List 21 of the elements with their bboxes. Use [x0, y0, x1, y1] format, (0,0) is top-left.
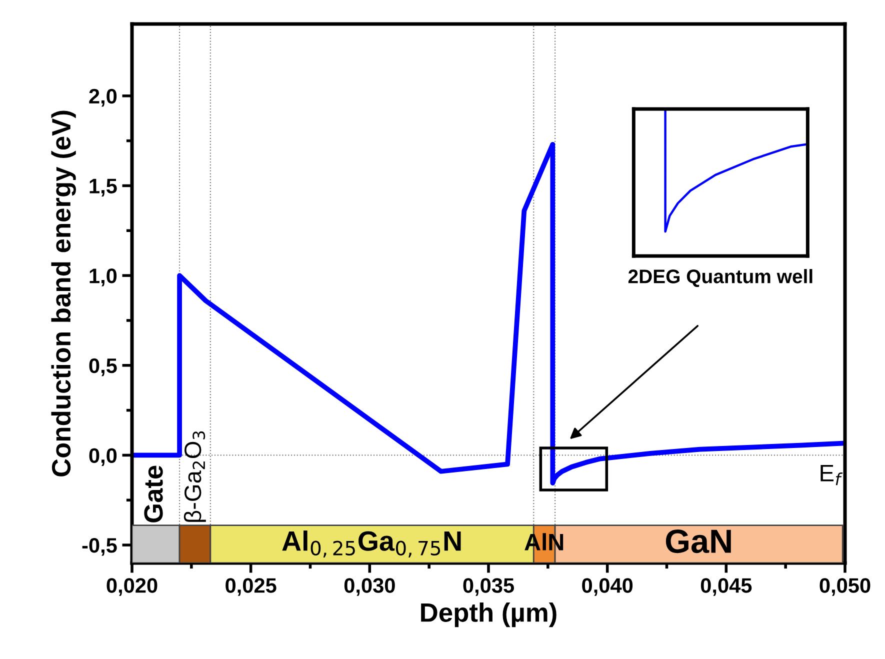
band-label: GaN: [666, 529, 731, 554]
y-tick-label: -0,5: [82, 538, 117, 556]
x-tick-label: 0,025: [226, 578, 276, 596]
y-tick-label: 2,0: [89, 88, 117, 107]
band-label: Gate: [144, 466, 163, 522]
x-tick-label: 0,035: [463, 578, 514, 596]
band-label: Al$_{0,25}$Ga$_{0,75}$N: [282, 530, 461, 558]
y-axis-title: Conduction band energy (eV): [51, 110, 76, 476]
x-tick-label: 0,020: [106, 578, 158, 596]
x-tick-label: 0,030: [344, 578, 395, 596]
x-tick-label: 0,040: [582, 578, 633, 596]
y-tick-label: 0,5: [89, 358, 117, 376]
x-tick-label: 0,050: [820, 578, 870, 596]
x-tick-label: 0,045: [700, 578, 752, 596]
y-tick-label: 0,0: [89, 448, 117, 466]
annotation: 2DEG Quantum well: [628, 269, 812, 287]
band-label: β-Ga$_{2}$O$_{3}$: [184, 431, 206, 522]
ref-line-label: E$_{f}$: [820, 465, 843, 486]
x-axis-title: Depth (µm): [421, 602, 556, 628]
y-tick-label: 1,5: [90, 178, 117, 196]
y-tick-label: 1,0: [90, 268, 117, 286]
